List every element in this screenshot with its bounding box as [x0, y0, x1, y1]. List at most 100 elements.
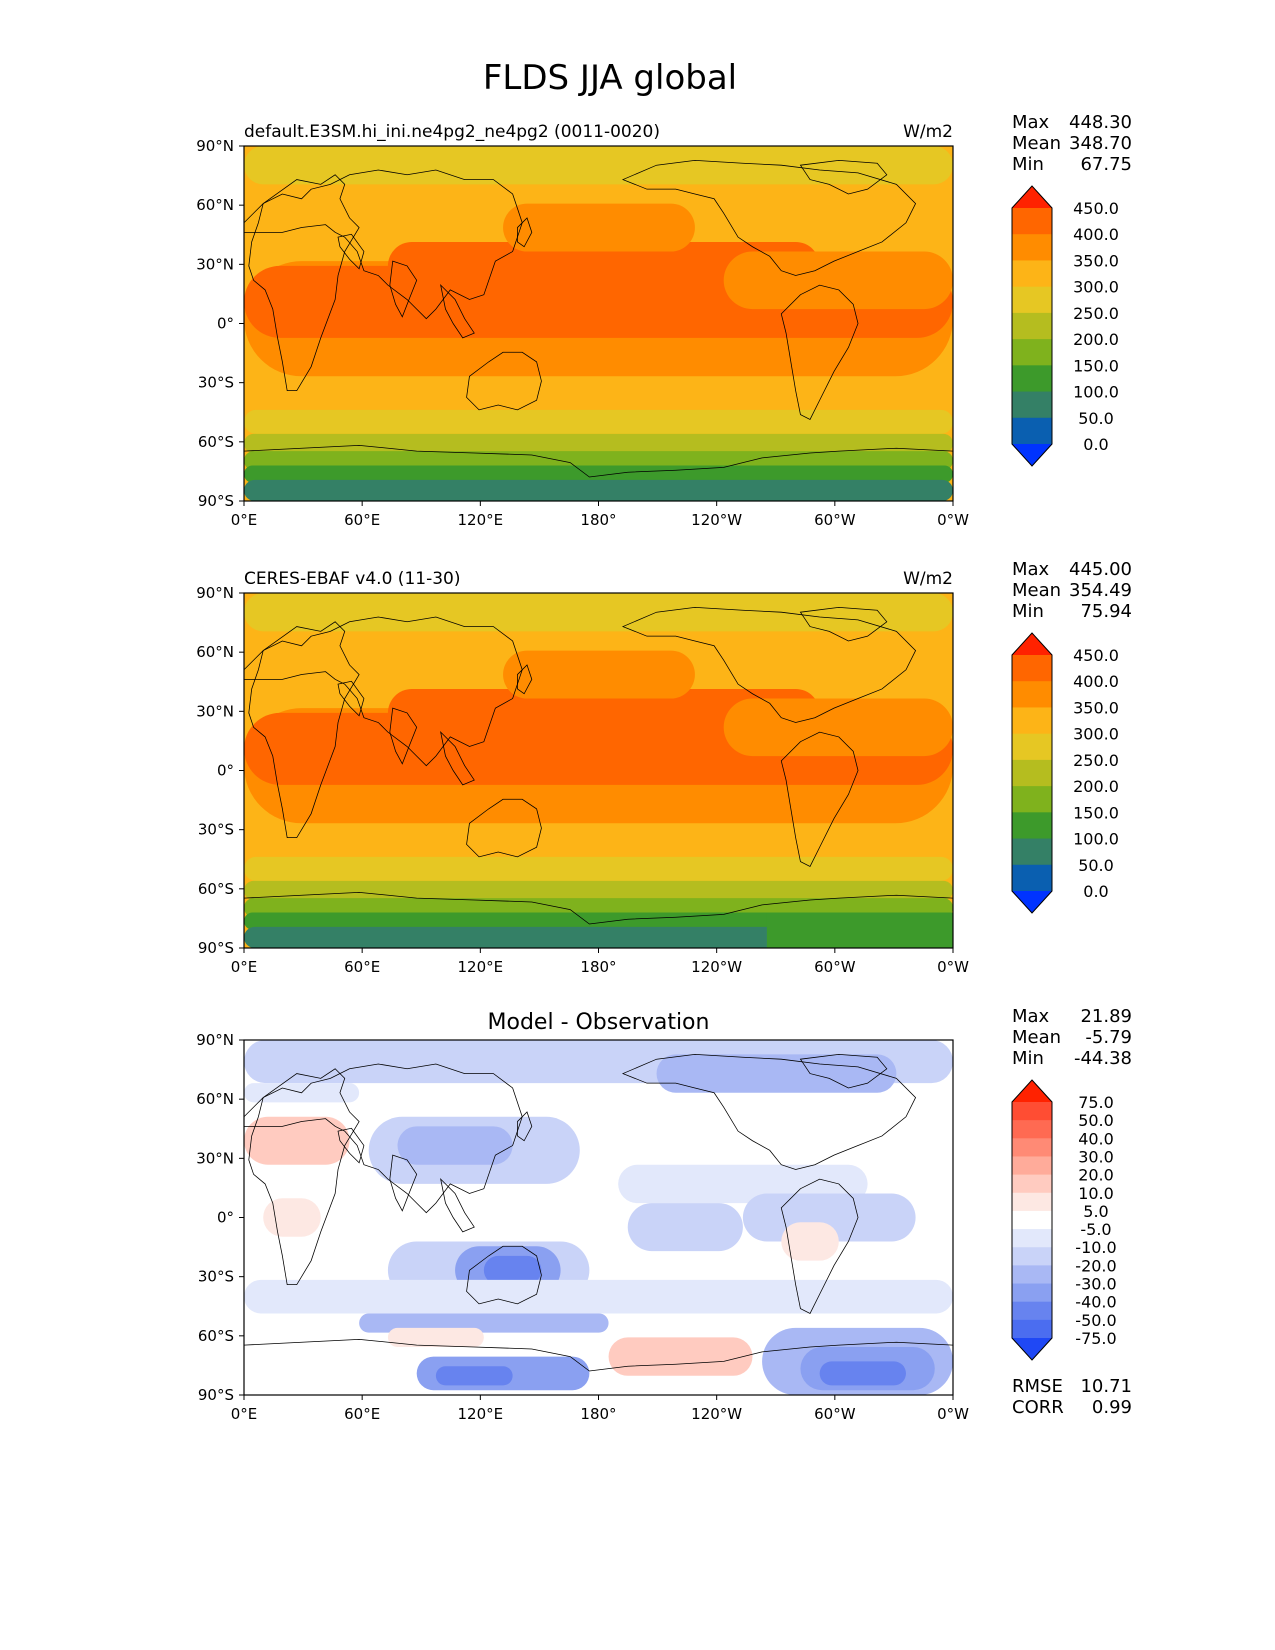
lon-tick-label: 120°E [458, 958, 504, 976]
figure-title: FLDS JJA global [483, 58, 737, 98]
colorbar-tick-label: 450.0 [1073, 646, 1119, 665]
lat-tick-label: 30°N [196, 255, 234, 273]
colorbar-segment [1012, 786, 1052, 813]
colorbar-tick-label: 5.0 [1083, 1202, 1108, 1221]
colorbar-tick-label: 350.0 [1073, 698, 1119, 717]
colorbar-tick-label: -30.0 [1075, 1275, 1116, 1294]
stat-label-mean: Mean [1012, 1027, 1061, 1048]
field-contour [397, 1126, 513, 1165]
colorbar-extend-max [1012, 186, 1052, 208]
colorbar-tick-label: -20.0 [1075, 1256, 1116, 1275]
colorbar-segment [1012, 417, 1052, 445]
field-contour [244, 593, 954, 632]
colorbar-extend-min [1012, 444, 1052, 466]
lat-tick-label: 30°S [198, 821, 234, 839]
colorbar-segment [1012, 365, 1052, 393]
colorbar-segment [1012, 208, 1052, 235]
stat-value-max: 445.00 [1069, 559, 1132, 580]
colorbar-segment [1012, 1156, 1052, 1176]
lon-tick-label: 180° [580, 958, 616, 976]
lat-tick-label: 30°N [196, 702, 234, 720]
colorbar-segment [1012, 1283, 1052, 1303]
field-contour [781, 1222, 839, 1261]
colorbar-outline [1011, 632, 1053, 914]
colorbar-segment [1012, 1247, 1052, 1266]
map-field [244, 593, 954, 949]
lon-tick-label: 60°E [344, 958, 380, 976]
lat-tick-label: 60°N [196, 643, 234, 661]
colorbar-segment [1012, 1229, 1052, 1248]
colorbar-segment [1012, 864, 1052, 892]
colorbar-segment [1012, 1120, 1052, 1139]
colorbar-segment [1012, 707, 1052, 735]
colorbar-extend-max [1012, 1080, 1052, 1102]
colorbar-tick-label: 75.0 [1078, 1093, 1114, 1112]
colorbar-segment [1012, 1192, 1052, 1212]
field-contour [503, 203, 695, 252]
lat-tick-label: 90°N [196, 584, 234, 602]
panel-left-title: default.E3SM.hi_ini.ne4pg2_ne4pg2 (0011-… [244, 122, 660, 142]
lat-tick-label: 90°S [198, 1386, 234, 1404]
lat-tick-label: 30°S [198, 374, 234, 392]
lon-tick-label: 0°E [231, 511, 258, 529]
colorbar-segment [1012, 1301, 1052, 1321]
stat-label-min: Min [1012, 154, 1044, 175]
colorbar-tick-label: 150.0 [1073, 803, 1119, 822]
stat-label-mean: Mean [1012, 580, 1061, 601]
stat-value-max: 448.30 [1069, 112, 1132, 133]
colorbar-segment [1012, 1102, 1052, 1121]
lat-tick-label: 60°N [196, 196, 234, 214]
panel-center-title: Model - Observation [488, 1010, 710, 1035]
colorbar-segment [1012, 838, 1052, 866]
field-contour [263, 1198, 321, 1237]
lat-tick-label: 60°S [198, 880, 234, 898]
map-area [244, 593, 954, 949]
stat-label-min: Min [1012, 601, 1044, 622]
stat-value-mean: 354.49 [1069, 580, 1132, 601]
field-contour [359, 1313, 609, 1333]
field-contour [244, 479, 954, 502]
panel-units: W/m2 [903, 569, 953, 589]
map-area [244, 146, 954, 502]
stat-label-corr: CORR [1012, 1397, 1064, 1418]
stat-value-min: 75.94 [1080, 601, 1132, 622]
colorbar-tick-label: -50.0 [1075, 1311, 1116, 1330]
lat-tick-label: 90°N [196, 137, 234, 155]
colorbar-tick-label: 100.0 [1073, 830, 1119, 849]
field-contour [387, 688, 820, 737]
colorbar-tick-label: 300.0 [1073, 278, 1119, 297]
lat-tick-label: 60°S [198, 1327, 234, 1345]
stat-label-max: Max [1012, 112, 1050, 133]
colorbar-outline [1011, 1079, 1053, 1361]
colorbar-tick-label: 0.0 [1083, 882, 1108, 901]
lon-tick-label: 60°E [344, 1405, 380, 1423]
lat-tick-label: 0° [217, 762, 234, 780]
colorbar-segment [1012, 234, 1052, 261]
colorbar-segment [1012, 1265, 1052, 1285]
stat-value-corr: 0.99 [1092, 1397, 1132, 1418]
panel-units: W/m2 [903, 122, 953, 142]
colorbar-tick-label: 400.0 [1073, 672, 1119, 691]
field-contour [387, 241, 820, 290]
map-field [244, 146, 954, 502]
colorbar-segment [1012, 655, 1052, 682]
lat-tick-label: 60°S [198, 433, 234, 451]
lat-tick-label: 90°S [198, 492, 234, 510]
colorbar-tick-label: 250.0 [1073, 751, 1119, 770]
stat-label-max: Max [1012, 1006, 1050, 1027]
colorbar-tick-label: 30.0 [1078, 1147, 1114, 1166]
lon-tick-label: 0°W [937, 958, 969, 976]
colorbar-segment [1012, 681, 1052, 708]
lon-tick-label: 0°W [937, 511, 969, 529]
colorbar-tick-label: 50.0 [1078, 856, 1114, 875]
colorbar-segment [1012, 260, 1052, 288]
colorbar-tick-label: 50.0 [1078, 409, 1114, 428]
lat-tick-label: 90°N [196, 1031, 234, 1049]
lon-tick-label: 60°W [814, 958, 856, 976]
field-contour [244, 856, 954, 881]
colorbar-segment [1012, 1138, 1052, 1157]
lon-tick-label: 120°W [691, 511, 742, 529]
colorbar-segment [1012, 1174, 1052, 1194]
colorbar-tick-label: 350.0 [1073, 251, 1119, 270]
lat-tick-label: 0° [217, 1209, 234, 1227]
